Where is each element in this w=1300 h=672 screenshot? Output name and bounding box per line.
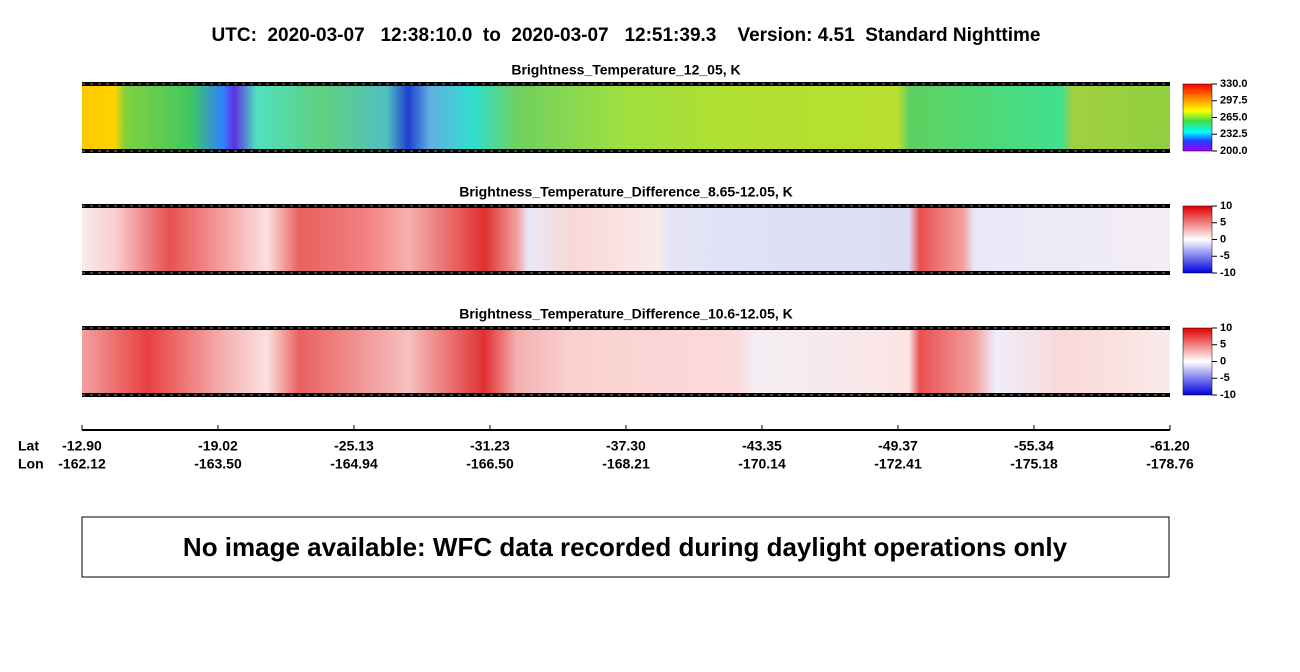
lat-tick-label: -12.90 [62,438,102,454]
colorbar-label: -10 [1220,389,1236,401]
colorbar [1182,83,1213,152]
lon-tick-label: -164.94 [330,456,378,472]
colorbar-label: 330.0 [1220,78,1248,90]
colorbar-label: -10 [1220,267,1236,279]
colorbar-label: 297.5 [1220,95,1248,107]
lon-tick-label: -166.50 [466,456,514,472]
lon-tick-label: -168.21 [602,456,650,472]
colorbar-label: 10 [1220,200,1232,212]
panel-title: Brightness_Temperature_Difference_8.65-1… [459,184,793,200]
lon-tick-label: -170.14 [738,456,786,472]
colorbar-label: 232.5 [1220,128,1248,140]
lon-tick-label: -163.50 [194,456,242,472]
panel-image [82,84,1170,151]
message: No image available: WFC data recorded du… [183,532,1068,562]
lat-tick-label: -19.02 [198,438,238,454]
lat-label: Lat [18,438,39,454]
panel-title: Brightness_Temperature_12_05, K [511,62,740,78]
lon-tick-label: -172.41 [874,456,922,472]
lat-tick-label: -43.35 [742,438,782,454]
colorbar-label: 5 [1220,217,1226,229]
title: UTC: 2020-03-07 12:38:10.0 to 2020-03-07… [212,25,1041,46]
lon-tick-label: -178.76 [1146,456,1194,472]
panel-image [82,328,1170,395]
colorbar-label: -5 [1220,250,1230,262]
colorbar [1182,205,1213,274]
lat-tick-label: -37.30 [606,438,646,454]
panels: Brightness_Temperature_12_05, K 330.0 297.… [82,62,1248,401]
lat-tick-label: -49.37 [878,438,918,454]
lon-tick-label: -162.12 [58,456,106,472]
colorbar-label: -5 [1220,372,1230,384]
panel-image [82,206,1170,273]
axis-ticks: -12.90 -162.12 -19.02 -163.50 -25.13 -164.94 -… [58,425,1194,472]
panel-title: Brightness_Temperature_Difference_10.6-1… [459,306,793,322]
message-box [81,516,1170,578]
colorbar-label: 0 [1220,355,1226,367]
lat-tick-label: -55.34 [1014,438,1054,454]
lat-tick-label: -61.20 [1150,438,1190,454]
lat-tick-label: -31.23 [470,438,510,454]
colorbar-label: 10 [1220,322,1232,334]
lat-tick-label: -25.13 [334,438,374,454]
colorbar-label: 200.0 [1220,145,1248,157]
lon-label: Lon [18,456,44,472]
lon-tick-label: -175.18 [1010,456,1058,472]
colorbar [1182,327,1213,396]
colorbar-label: 5 [1220,339,1226,351]
colorbar-label: 265.0 [1220,111,1248,123]
colorbar-label: 0 [1220,233,1226,245]
